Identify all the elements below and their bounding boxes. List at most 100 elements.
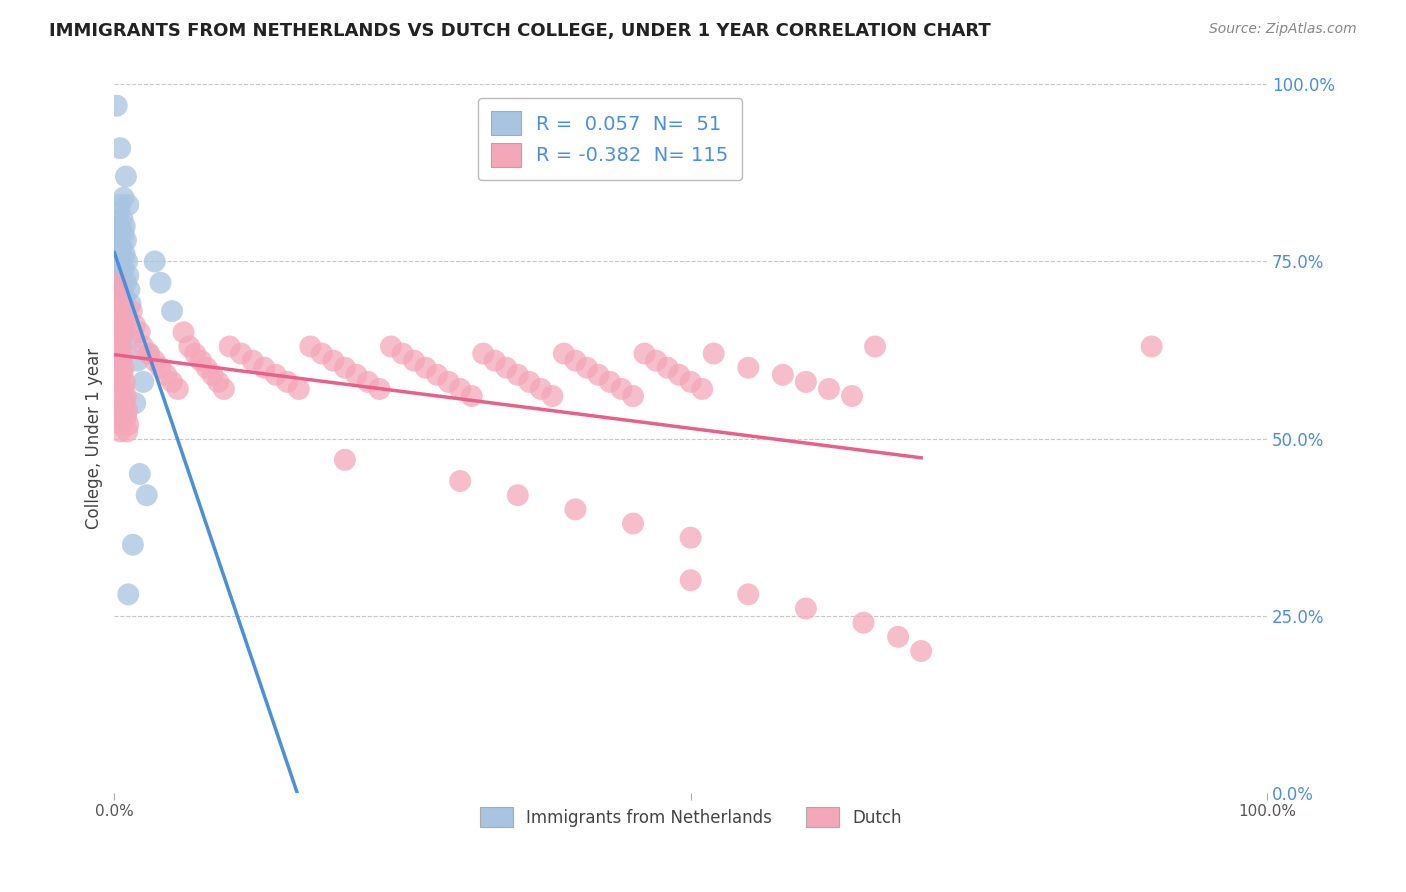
Point <box>863 339 886 353</box>
Point <box>118 283 141 297</box>
Point <box>887 630 910 644</box>
Point <box>737 360 759 375</box>
Point <box>253 360 276 375</box>
Point <box>160 375 183 389</box>
Point <box>132 375 155 389</box>
Point <box>288 382 311 396</box>
Point <box>108 247 131 261</box>
Point <box>368 382 391 396</box>
Point <box>530 382 553 396</box>
Point <box>460 389 482 403</box>
Point <box>160 304 183 318</box>
Point <box>346 368 368 382</box>
Point <box>333 452 356 467</box>
Point <box>264 368 287 382</box>
Point <box>108 240 131 254</box>
Point <box>541 389 564 403</box>
Point <box>794 375 817 389</box>
Point <box>135 488 157 502</box>
Point <box>212 382 235 396</box>
Point <box>149 360 172 375</box>
Point <box>108 410 131 425</box>
Point <box>108 326 131 340</box>
Point <box>107 339 129 353</box>
Point <box>108 311 131 326</box>
Point <box>107 233 129 247</box>
Point <box>108 375 131 389</box>
Point <box>588 368 610 382</box>
Point <box>117 268 139 283</box>
Point <box>115 254 138 268</box>
Point <box>772 368 794 382</box>
Point <box>506 488 529 502</box>
Point <box>112 360 135 375</box>
Point <box>679 573 702 587</box>
Point <box>107 290 129 304</box>
Point <box>115 304 138 318</box>
Point <box>402 353 425 368</box>
Point <box>117 198 139 212</box>
Point <box>737 587 759 601</box>
Point <box>517 375 540 389</box>
Point <box>610 382 633 396</box>
Point <box>391 346 413 360</box>
Point <box>143 353 166 368</box>
Point <box>115 233 138 247</box>
Point <box>690 382 713 396</box>
Point <box>231 346 253 360</box>
Point <box>112 191 135 205</box>
Point <box>111 368 134 382</box>
Point <box>114 219 136 233</box>
Point <box>108 382 131 396</box>
Point <box>108 346 131 360</box>
Text: IMMIGRANTS FROM NETHERLANDS VS DUTCH COLLEGE, UNDER 1 YEAR CORRELATION CHART: IMMIGRANTS FROM NETHERLANDS VS DUTCH COL… <box>49 22 991 40</box>
Point <box>242 353 264 368</box>
Point <box>818 382 841 396</box>
Point <box>195 360 218 375</box>
Point <box>108 425 131 439</box>
Point <box>111 240 134 254</box>
Point <box>111 283 134 297</box>
Point <box>108 368 131 382</box>
Point <box>679 531 702 545</box>
Point <box>276 375 298 389</box>
Point <box>657 360 679 375</box>
Point <box>621 389 644 403</box>
Point <box>120 297 142 311</box>
Point <box>108 318 131 333</box>
Point <box>115 389 138 403</box>
Point <box>108 332 131 346</box>
Point <box>112 326 135 340</box>
Point <box>218 339 240 353</box>
Point <box>1140 339 1163 353</box>
Point <box>472 346 495 360</box>
Point <box>108 198 131 212</box>
Point <box>121 304 143 318</box>
Point <box>910 644 932 658</box>
Point <box>124 396 146 410</box>
Point <box>115 169 138 184</box>
Point <box>107 261 129 276</box>
Point <box>107 297 129 311</box>
Point <box>426 368 449 382</box>
Point <box>108 311 131 326</box>
Point <box>110 254 132 268</box>
Point <box>117 417 139 432</box>
Point <box>311 346 333 360</box>
Point <box>112 261 135 276</box>
Point <box>108 141 131 155</box>
Point <box>117 587 139 601</box>
Point <box>110 353 132 368</box>
Point <box>173 326 195 340</box>
Point <box>564 353 586 368</box>
Point <box>138 346 160 360</box>
Point <box>703 346 725 360</box>
Point <box>107 311 129 326</box>
Point <box>115 425 138 439</box>
Point <box>115 403 138 417</box>
Point <box>110 318 132 333</box>
Point <box>184 346 207 360</box>
Point <box>841 389 863 403</box>
Point <box>108 276 131 290</box>
Point <box>114 396 136 410</box>
